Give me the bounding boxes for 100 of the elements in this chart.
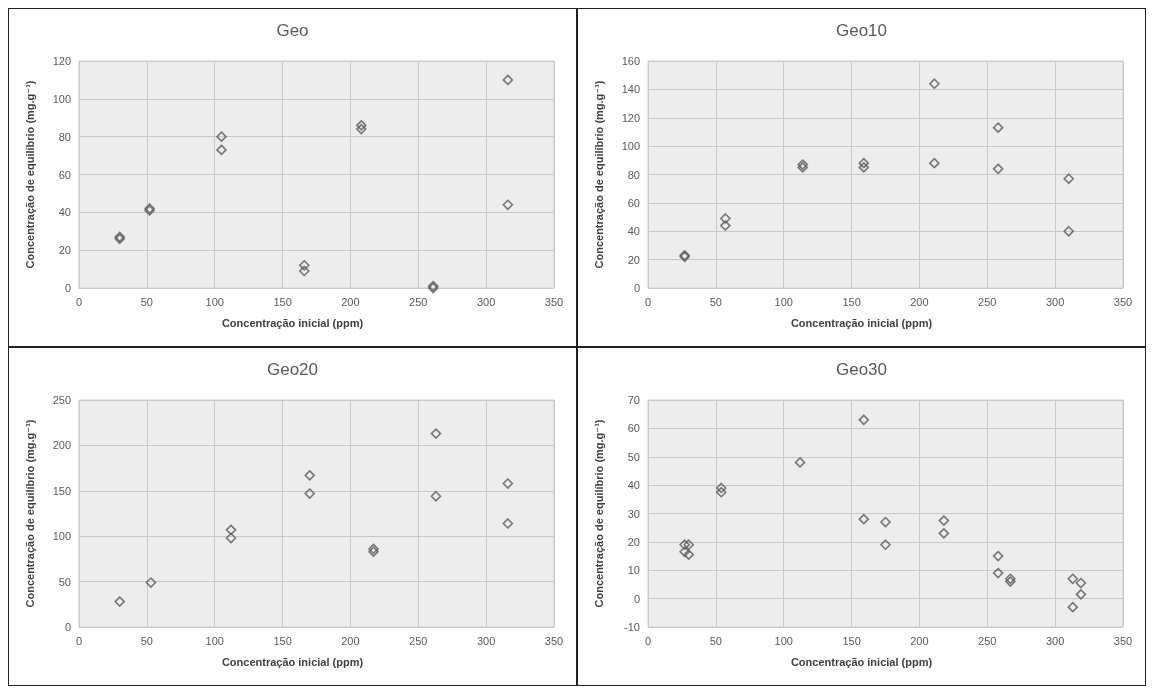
point [502,199,514,211]
point [992,163,1004,175]
x-tick-label: 200 [341,634,360,647]
x-tick-label: 50 [709,295,722,308]
y-tick-label: 40 [627,225,640,238]
point [430,428,442,439]
y-tick-label: 40 [627,479,640,492]
y-tick-label: 120 [52,55,71,67]
point [720,220,731,231]
x-tick-label: 300 [1045,634,1065,647]
point [992,567,1004,579]
y-axis-title: Concentração de equilíbrio (mg.g⁻¹) [23,419,36,608]
y-tick-label: 70 [627,394,640,406]
y-tick-label: 60 [627,196,640,209]
y-tick-label: 20 [58,244,71,257]
point [216,144,227,156]
x-tick-label: 350 [544,295,564,308]
point [880,516,891,528]
y-tick-label: 60 [58,168,71,181]
point [858,157,870,169]
point [1063,225,1075,237]
point [1067,601,1079,613]
y-tick-label: 40 [58,206,71,219]
x-tick-label: 350 [1113,634,1133,647]
point [355,120,367,131]
y-tick-label: 80 [627,168,640,181]
y-tick-label: 140 [621,83,640,96]
x-tick-label: 200 [910,634,929,647]
chart-title: Geo10 [835,21,888,40]
x-tick-label: 50 [709,634,722,647]
x-tick-label: 0 [75,634,83,647]
point [114,596,126,607]
y-tick-label: 50 [58,575,71,588]
x-tick-label: 150 [842,634,861,647]
x-tick-label: 0 [644,295,652,308]
point [304,470,316,481]
point [715,486,727,498]
y-tick-label: -10 [624,621,640,633]
x-tick-label: 250 [978,295,997,308]
x-axis-title: Concentração inicial (ppm) [790,316,933,329]
x-tick-label: 200 [910,295,929,308]
x-tick-label: 250 [409,634,428,647]
point [683,539,695,551]
y-tick-label: 0 [64,282,71,294]
y-tick-label: 160 [621,55,640,67]
y-tick-label: 100 [621,140,640,153]
point [298,265,310,277]
chart-title: Geo30 [835,360,888,379]
y-tick-label: 100 [52,92,71,105]
y-tick-label: 150 [52,484,71,497]
point [304,488,316,499]
point [430,490,442,502]
point [938,515,950,526]
y-tick-label: 0 [64,621,71,633]
point [502,478,514,489]
x-tick-label: 50 [140,295,153,308]
x-tick-label: 300 [476,295,496,308]
y-tick-label: 250 [52,394,71,406]
chart-title: Geo20 [266,360,319,379]
point [715,482,727,494]
point [225,524,237,536]
point [880,539,891,551]
point [1063,173,1075,185]
y-axis-title: Concentração de equilíbrio (mg.g⁻¹) [23,80,36,269]
chart-title: Geo [276,21,309,40]
x-tick-label: 150 [273,634,292,647]
x-tick-label: 200 [341,295,360,308]
y-tick-label: 120 [621,111,640,124]
x-tick-label: 100 [205,295,224,308]
x-tick-label: 150 [842,295,861,308]
point [992,122,1004,133]
y-tick-label: 60 [627,422,640,435]
point [1075,589,1087,600]
x-tick-label: 150 [273,295,292,308]
point [1067,573,1079,585]
point [502,518,514,529]
point [145,577,157,588]
x-tick-label: 250 [409,295,428,308]
point [858,513,870,525]
y-tick-label: 20 [627,535,640,548]
x-tick-label: 50 [140,634,153,647]
point [929,78,940,89]
point [720,213,731,224]
y-tick-label: 80 [58,130,71,143]
y-tick-label: 0 [633,282,640,294]
point [225,532,237,544]
y-tick-label: 30 [627,507,640,520]
y-tick-label: 100 [52,530,71,543]
y-tick-label: 200 [52,439,71,452]
x-axis-title: Concentração inicial (ppm) [790,655,933,668]
point [683,549,695,560]
point [938,528,950,539]
x-tick-label: 350 [544,634,564,647]
x-tick-label: 350 [1113,295,1133,308]
point [794,457,806,468]
point [858,414,870,426]
x-tick-label: 0 [644,634,652,647]
point [929,157,940,169]
point [216,131,227,142]
x-tick-label: 300 [1045,295,1065,308]
